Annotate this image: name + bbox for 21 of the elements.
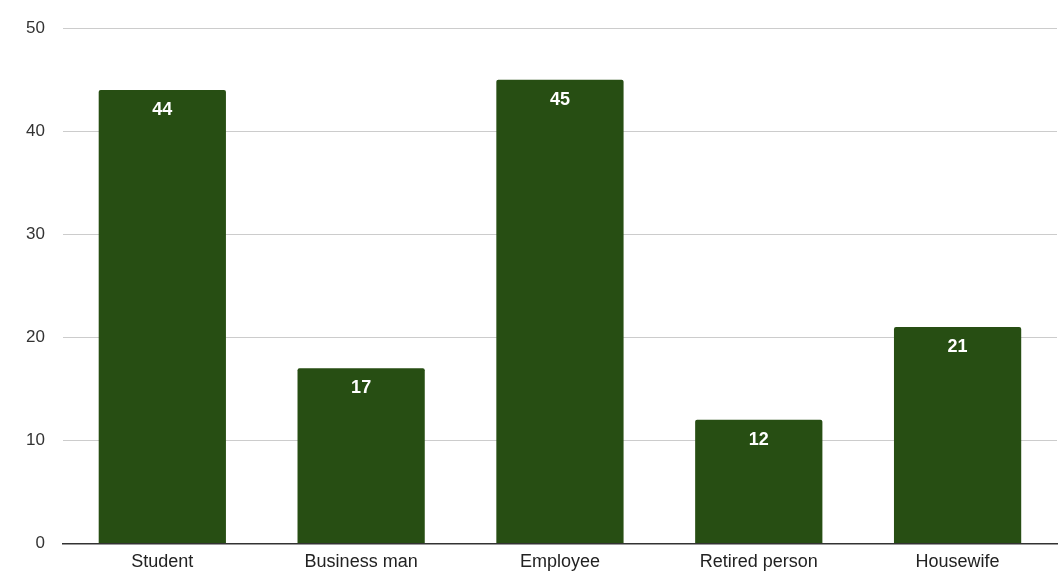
data-label: 17 — [351, 377, 372, 398]
bar — [893, 327, 1022, 543]
data-label: 45 — [549, 88, 570, 109]
y-tick-label: 10 — [25, 430, 45, 450]
y-tick-label: 20 — [25, 327, 45, 347]
x-tick-label: Business man — [304, 551, 418, 572]
x-tick-label: Retired person — [699, 551, 818, 572]
x-tick-label: Student — [131, 551, 194, 572]
y-tick-label: 50 — [25, 17, 45, 37]
bar — [98, 90, 226, 543]
x-tick-label: Employee — [519, 551, 600, 572]
bar — [695, 419, 823, 543]
data-label: 12 — [748, 428, 769, 449]
bar — [297, 368, 425, 543]
data-label: 44 — [152, 98, 173, 119]
y-tick-label: 40 — [25, 120, 45, 140]
data-label: 21 — [947, 335, 968, 356]
x-tick-label: Housewife — [915, 551, 1000, 572]
y-tick-label: 30 — [25, 223, 45, 243]
bar — [496, 79, 624, 543]
y-tick-label: 0 — [35, 533, 45, 553]
